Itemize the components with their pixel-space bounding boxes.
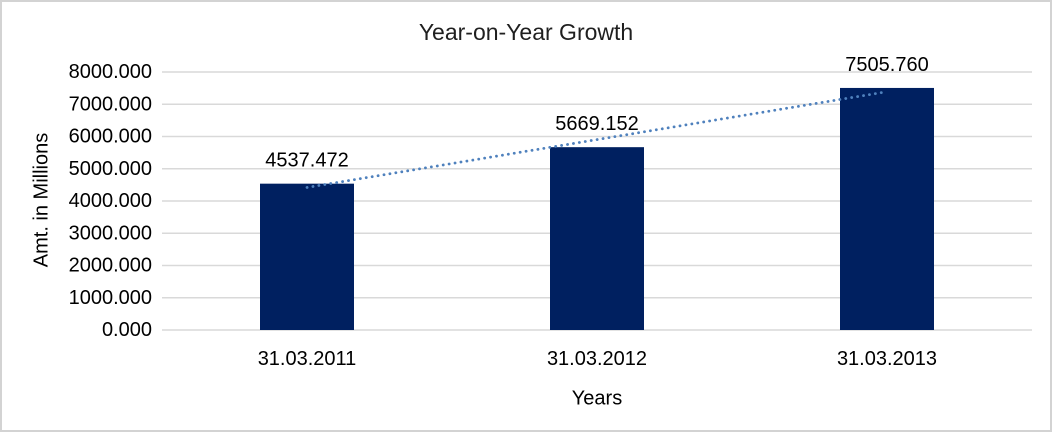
bar [550, 147, 644, 330]
x-tick-label: 31.03.2011 [258, 348, 357, 370]
y-tick-label: 6000.000 [69, 126, 152, 148]
y-tick-label: 3000.000 [69, 222, 152, 244]
bar-value-label: 7505.760 [845, 54, 928, 76]
y-tick-label: 7000.000 [69, 93, 152, 115]
x-axis-title: Years [571, 387, 623, 410]
y-tick-label: 8000.000 [69, 61, 152, 83]
bar [260, 183, 354, 330]
y-tick-label: 1000.000 [69, 287, 152, 309]
y-tick-label: 4000.000 [69, 190, 152, 212]
y-tick-label: 0.000 [102, 319, 152, 341]
trendline [305, 90, 889, 189]
y-tick-label: 5000.000 [69, 158, 152, 180]
x-tick-label: 31.03.2012 [547, 348, 647, 370]
bar-value-label: 5669.152 [555, 113, 638, 135]
chart-title: Year-on-Year Growth [418, 19, 634, 45]
bar-value-label: 4537.472 [265, 150, 348, 172]
bar [840, 87, 934, 330]
x-tick-label: 31.03.2013 [837, 348, 937, 370]
y-tick-label: 2000.000 [69, 255, 152, 277]
